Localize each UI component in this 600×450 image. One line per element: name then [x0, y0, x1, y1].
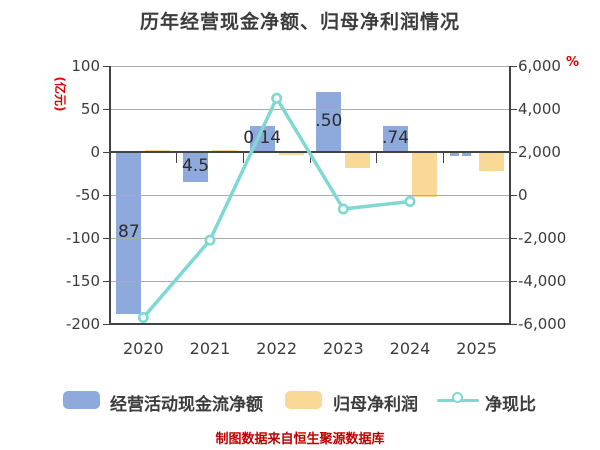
left-axis-line: [109, 66, 111, 324]
x-axis-label-2022: 2022: [256, 339, 298, 358]
right-axis-tick: [510, 280, 517, 282]
left-axis-tick: [103, 237, 110, 239]
bar-value-label-2020: 87: [118, 221, 140, 242]
bar-dashed-placeholder-2025: [449, 153, 459, 156]
bar-value-label-2024: .74: [381, 127, 410, 148]
x-axis-label-2024: 2024: [389, 339, 431, 358]
line-marker-2024: [404, 195, 416, 207]
left-axis-tick-label: 100: [71, 57, 100, 75]
bar-value-label-2023: .50: [315, 111, 343, 132]
legend-swatch-orange: [285, 391, 322, 409]
right-axis-tick: [510, 108, 517, 110]
x-axis-label-2020: 2020: [122, 339, 164, 358]
right-axis-tick-label: 0: [518, 186, 528, 204]
right-axis-tick-label: 4,000: [518, 100, 561, 118]
gridline--100: [110, 237, 510, 239]
right-axis-tick-label: -4,000: [518, 272, 567, 290]
gridline-50: [110, 108, 510, 110]
gridline--200: [110, 323, 510, 325]
bar-operating-cashflow-2020: [116, 152, 142, 314]
gridline-100: [110, 65, 510, 67]
x-axis-tick: [442, 153, 444, 163]
line-marker-2023: [337, 203, 349, 215]
right-axis-unit-label: %: [566, 55, 580, 70]
left-axis-tick-label: -100: [65, 229, 100, 247]
bar-value-label-2022: 0.14: [243, 128, 282, 149]
right-axis-tick-label: 2,000: [518, 143, 561, 161]
x-axis-tick: [309, 153, 311, 163]
right-axis-tick-label: -2,000: [518, 229, 567, 247]
right-axis-tick: [510, 65, 517, 67]
left-axis-tick: [103, 108, 110, 110]
legend-label: 归母净利润: [333, 395, 418, 415]
x-axis-tick: [376, 153, 378, 163]
legend-label: 经营活动现金流净额: [110, 395, 263, 415]
left-axis-tick-label: -150: [65, 272, 100, 290]
legend-circle-marker-icon: [452, 392, 463, 403]
right-axis-tick: [510, 194, 517, 196]
left-axis-tick-label: -200: [65, 315, 100, 333]
left-axis-tick: [103, 151, 110, 153]
left-axis-tick: [103, 280, 110, 282]
legend-swatch-blue: [63, 391, 100, 409]
right-axis-tick: [510, 323, 517, 325]
left-axis-tick-label: -50: [75, 186, 101, 204]
left-axis-tick-label: 0: [90, 143, 100, 161]
left-axis-tick-label: 50: [80, 100, 100, 118]
legend: 经营活动现金流净额 归母净利润 净现比: [0, 388, 600, 415]
line-marker-2020: [137, 312, 149, 324]
gridline--150: [110, 280, 510, 282]
right-axis-tick: [510, 237, 517, 239]
data-source-note: 制图数据来自恒生聚源数据库: [215, 432, 385, 447]
line-marker-2022: [271, 92, 283, 104]
left-axis-tick: [103, 194, 110, 196]
bar-net-profit-2024: [412, 152, 437, 197]
x-axis-label-2021: 2021: [189, 339, 231, 358]
right-axis-tick-label: -6,000: [518, 315, 567, 333]
legend-label: 净现比: [485, 395, 536, 415]
x-axis-tick: [242, 153, 244, 163]
bar-net-profit-2023: [345, 152, 371, 169]
right-axis-tick: [510, 151, 517, 153]
chart-title: 历年经营现金净额、归母净利润情况: [139, 11, 460, 33]
right-axis-tick-label: 6,000: [518, 57, 561, 75]
x-axis-tick: [176, 153, 178, 163]
x-axis-label-2025: 2025: [456, 339, 498, 358]
x-axis-label-2023: 2023: [322, 339, 364, 358]
bar-value-label-2021: 4.5: [181, 155, 210, 176]
left-axis-tick: [103, 323, 110, 325]
bar-dashed-placeholder-2025: [461, 153, 471, 156]
left-axis-tick: [103, 65, 110, 67]
bar-net-profit-2025: [478, 152, 504, 171]
gridline--50: [110, 194, 510, 196]
